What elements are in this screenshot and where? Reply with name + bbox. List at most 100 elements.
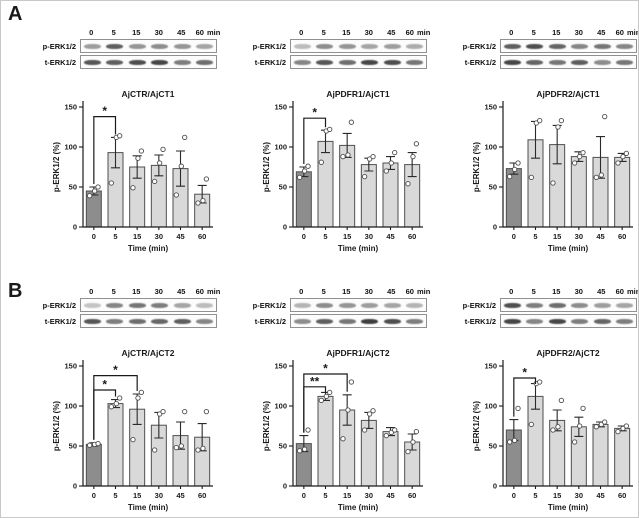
- blot-row: p-ERK1/2: [235, 39, 431, 53]
- protein-band: [151, 59, 169, 65]
- blot-lane: [104, 315, 127, 327]
- data-point: [95, 440, 101, 447]
- bar: [382, 431, 399, 487]
- data-point: [173, 192, 179, 198]
- blot-lane: [126, 299, 149, 311]
- bar-chart: AjPDFR2/AjCT1 0 50 100 150 0 5 15 30 45 60 Time (mi…: [472, 89, 633, 253]
- data-point: [615, 428, 621, 435]
- y-tick-label: 100: [64, 402, 77, 411]
- data-point: [410, 439, 416, 445]
- data-point: [388, 160, 394, 166]
- blot-lane: [524, 56, 547, 68]
- blot-lane: [546, 315, 569, 327]
- protein-band: [361, 318, 379, 324]
- protein-band: [548, 43, 566, 49]
- blot-lane: [194, 40, 217, 52]
- bar: [592, 423, 609, 487]
- data-point: [135, 155, 141, 161]
- protein-band: [616, 302, 634, 308]
- data-point: [182, 408, 188, 415]
- blot-lane: [314, 299, 337, 311]
- blot-unit-label: min: [417, 28, 431, 37]
- protein-band: [571, 302, 589, 308]
- blot-row-label: p-ERK1/2: [42, 300, 76, 310]
- blot-lane: [546, 40, 569, 52]
- blot-lane: [569, 299, 592, 311]
- subpanel: 0 5 15 30 45 60 min p-ERK1/2 t-ERK1/2 AjCTR/AjCT1…: [25, 1, 221, 260]
- y-axis-label: p-ERK1/2 (%): [52, 401, 61, 452]
- chart-title: AjPDFR2/AjCT2: [536, 348, 600, 358]
- y-axis-label: p-ERK1/2 (%): [472, 142, 481, 193]
- data-point: [511, 437, 518, 444]
- x-tick-label: 60: [408, 232, 416, 241]
- protein-band: [503, 318, 521, 324]
- y-tick-label: 150: [484, 103, 497, 112]
- panel-label: B: [8, 280, 23, 302]
- blot-lane: [336, 299, 359, 311]
- x-axis-label: Time (min): [548, 503, 589, 512]
- data-point: [203, 408, 210, 415]
- data-point: [370, 153, 376, 160]
- x-tick-label: 15: [553, 491, 561, 500]
- data-point: [203, 176, 210, 182]
- protein-band: [338, 59, 356, 65]
- bar-chart: AjPDFR1/AjCT2 0 50 100 150 0 5 15 30 45 60 *** Time …: [262, 348, 423, 512]
- data-point: [108, 180, 114, 186]
- blot-lane: [614, 56, 637, 68]
- bar-chart: AjPDFR1/AjCT1 0 50 100 150 0 5 15 30 45 60 * Time (m…: [262, 89, 423, 253]
- data-point: [580, 405, 586, 412]
- blot-row-label: p-ERK1/2: [252, 41, 286, 51]
- blot-row-label: t-ERK1/2: [44, 316, 76, 326]
- blot-lane: [359, 56, 382, 68]
- bar: [317, 140, 334, 228]
- data-point: [305, 427, 311, 433]
- blot-membrane: [290, 314, 427, 328]
- data-point: [108, 404, 114, 410]
- blot-row-label: p-ERK1/2: [42, 41, 76, 51]
- blot-time-label: 45: [177, 28, 186, 37]
- protein-band: [571, 59, 589, 65]
- protein-band: [196, 318, 214, 324]
- blot-row: t-ERK1/2: [25, 314, 221, 328]
- data-point: [598, 172, 604, 178]
- protein-band: [128, 59, 146, 65]
- blot-row: p-ERK1/2: [445, 298, 638, 312]
- blot-lane: [171, 299, 194, 311]
- data-point: [318, 397, 324, 404]
- protein-band: [293, 43, 311, 49]
- x-tick-label: 60: [408, 491, 416, 500]
- blot-row-label: p-ERK1/2: [462, 41, 496, 51]
- blot-time-label: 30: [574, 287, 583, 296]
- blot-lane: [546, 299, 569, 311]
- protein-band: [293, 318, 311, 324]
- data-point: [593, 174, 599, 181]
- blot-membrane: [500, 298, 637, 312]
- data-point: [156, 160, 163, 166]
- x-tick-label: 60: [198, 491, 206, 500]
- significance-bracket: [303, 373, 348, 433]
- blot-row: t-ERK1/2: [445, 55, 638, 69]
- protein-band: [503, 59, 521, 65]
- data-point: [506, 173, 513, 180]
- data-point: [602, 113, 608, 120]
- subpanel: 0 5 15 30 45 60 min p-ERK1/2 t-ERK1/2 AjPDFR1/AjC…: [235, 1, 431, 260]
- data-point: [413, 428, 420, 435]
- blot-lane: [194, 299, 217, 311]
- chart-title: AjCTR/AjCT1: [122, 89, 175, 99]
- blot-lane: [381, 315, 404, 327]
- x-tick-label: 0: [92, 491, 96, 500]
- x-tick-label: 0: [512, 491, 516, 500]
- blot-time-label: 60: [405, 287, 414, 296]
- blot-time-label: 0: [89, 287, 94, 296]
- blot-time-label: 45: [177, 287, 186, 296]
- blot-row-label: t-ERK1/2: [464, 316, 496, 326]
- blot-lane: [501, 299, 524, 311]
- data-point: [138, 389, 145, 396]
- blot-row: t-ERK1/2: [25, 55, 221, 69]
- data-point: [602, 419, 608, 425]
- blot-row: p-ERK1/2: [445, 39, 638, 53]
